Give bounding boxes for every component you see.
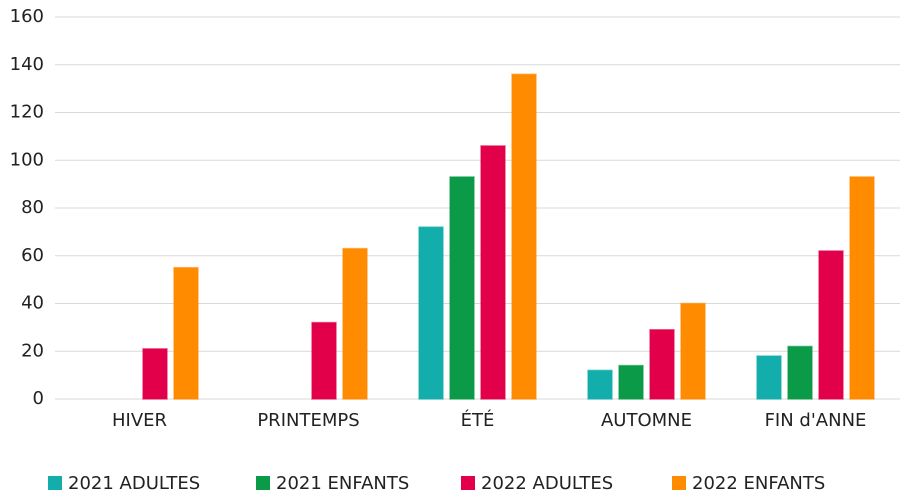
y-tick-label: 20 — [21, 340, 44, 361]
bar — [418, 226, 444, 400]
bar — [618, 364, 644, 400]
legend-swatch — [672, 476, 686, 490]
y-tick-label: 60 — [21, 245, 44, 266]
y-tick-label: 100 — [10, 149, 44, 170]
bar — [756, 355, 782, 400]
y-tick-label: 160 — [10, 6, 44, 27]
bar — [311, 321, 337, 400]
y-tick-label: 40 — [21, 293, 44, 314]
bar — [342, 247, 368, 400]
x-tick-label: FIN d'ANNE — [765, 410, 867, 431]
bar — [787, 345, 813, 400]
bar — [818, 250, 844, 400]
y-tick-label: 140 — [10, 54, 44, 75]
legend-label: 2021 ADULTES — [68, 473, 200, 494]
legend-swatch — [48, 476, 62, 490]
x-tick-label: PRINTEMPS — [257, 410, 359, 431]
bar — [142, 348, 168, 400]
bar — [649, 329, 675, 400]
legend-swatch — [256, 476, 270, 490]
legend-swatch — [461, 476, 475, 490]
y-tick-label: 0 — [33, 388, 44, 409]
bar — [449, 176, 475, 400]
legend-label: 2022 ADULTES — [481, 473, 613, 494]
bar — [680, 302, 706, 400]
legend-label: 2022 ENFANTS — [692, 473, 825, 494]
bar — [480, 145, 506, 400]
bar — [511, 73, 537, 400]
legend-label: 2021 ENFANTS — [276, 473, 409, 494]
bar — [849, 176, 875, 400]
x-tick-label: HIVER — [112, 410, 167, 431]
y-tick-label: 120 — [10, 102, 44, 123]
x-tick-label: ÉTÉ — [461, 409, 495, 431]
x-tick-label: AUTOMNE — [601, 410, 692, 431]
bar — [587, 369, 613, 400]
y-tick-label: 80 — [21, 197, 44, 218]
bar — [173, 266, 199, 400]
